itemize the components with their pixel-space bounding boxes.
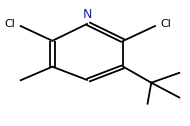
Text: Cl: Cl <box>4 19 15 29</box>
Text: N: N <box>83 8 93 21</box>
Text: Cl: Cl <box>161 19 172 29</box>
